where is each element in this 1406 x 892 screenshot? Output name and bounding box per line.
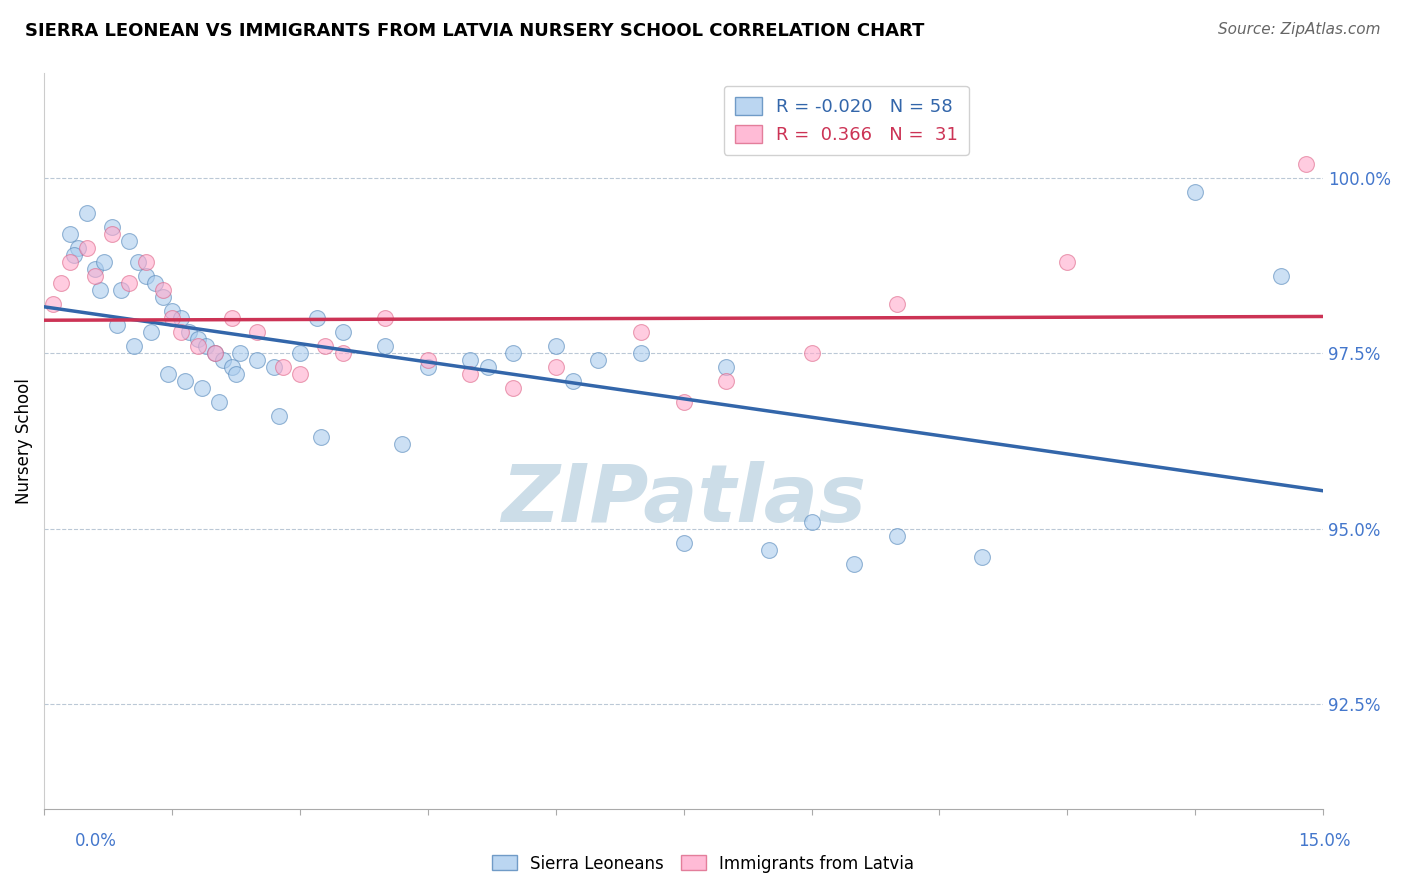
Point [1056, 255, 1078, 269]
Point [844, 557, 866, 571]
Point [460, 368, 482, 382]
Point [374, 339, 396, 353]
Legend: Sierra Leoneans, Immigrants from Latvia: Sierra Leoneans, Immigrants from Latvia [485, 848, 921, 880]
Point [672, 535, 695, 549]
Point [160, 311, 183, 326]
Point [135, 269, 157, 284]
Point [288, 346, 311, 360]
Point [177, 326, 200, 340]
Point [630, 326, 652, 340]
Point [267, 409, 290, 424]
Legend: R = -0.020   N = 58, R =  0.366   N =  31: R = -0.020 N = 58, R = 0.366 N = 31 [724, 86, 969, 155]
Point [1184, 185, 1206, 199]
Point [76, 241, 98, 255]
Text: 15.0%: 15.0% [1298, 832, 1351, 850]
Point [477, 360, 499, 375]
Point [156, 368, 179, 382]
Point [195, 339, 218, 353]
Point [204, 346, 226, 360]
Point [886, 297, 908, 311]
Point [374, 311, 396, 326]
Point [309, 430, 332, 444]
Point [544, 339, 567, 353]
Point [169, 326, 191, 340]
Point [315, 339, 337, 353]
Point [460, 353, 482, 368]
Point [716, 360, 738, 375]
Point [271, 360, 294, 375]
Point [51, 277, 73, 291]
Point [288, 368, 311, 382]
Point [101, 220, 124, 235]
Point [105, 318, 128, 333]
Point [187, 339, 209, 353]
Point [246, 326, 269, 340]
Point [63, 248, 86, 262]
Text: ZIPatlas: ZIPatlas [501, 461, 866, 539]
Point [204, 346, 226, 360]
Point [225, 368, 247, 382]
Point [561, 375, 583, 389]
Point [416, 360, 439, 375]
Point [67, 241, 90, 255]
Point [588, 353, 610, 368]
Point [152, 290, 174, 304]
Point [229, 346, 252, 360]
Point [630, 346, 652, 360]
Point [173, 375, 195, 389]
Text: 0.0%: 0.0% [75, 832, 117, 850]
Point [169, 311, 191, 326]
Point [84, 269, 107, 284]
Point [118, 277, 141, 291]
Point [221, 311, 243, 326]
Point [212, 353, 235, 368]
Point [41, 297, 63, 311]
Point [332, 346, 354, 360]
Point [101, 227, 124, 242]
Point [93, 255, 115, 269]
Point [758, 542, 780, 557]
Point [1295, 157, 1317, 171]
Point [59, 255, 82, 269]
Point [416, 353, 439, 368]
Point [187, 332, 209, 346]
Text: SIERRA LEONEAN VS IMMIGRANTS FROM LATVIA NURSERY SCHOOL CORRELATION CHART: SIERRA LEONEAN VS IMMIGRANTS FROM LATVIA… [25, 22, 925, 40]
Point [135, 255, 157, 269]
Point [221, 360, 243, 375]
Point [716, 375, 738, 389]
Point [305, 311, 328, 326]
Point [544, 360, 567, 375]
Point [152, 283, 174, 297]
Point [1270, 269, 1292, 284]
Point [122, 339, 145, 353]
Text: Source: ZipAtlas.com: Source: ZipAtlas.com [1218, 22, 1381, 37]
Y-axis label: Nursery School: Nursery School [15, 378, 32, 504]
Point [143, 277, 166, 291]
Point [118, 234, 141, 248]
Point [800, 346, 823, 360]
Point [208, 395, 231, 409]
Point [110, 283, 132, 297]
Point [391, 437, 413, 451]
Point [800, 515, 823, 529]
Point [84, 262, 107, 277]
Point [502, 346, 524, 360]
Point [246, 353, 269, 368]
Point [502, 381, 524, 395]
Point [332, 326, 354, 340]
Point [59, 227, 82, 242]
Point [139, 326, 162, 340]
Point [970, 549, 993, 564]
Point [191, 381, 214, 395]
Point [263, 360, 285, 375]
Point [89, 283, 111, 297]
Point [127, 255, 149, 269]
Point [886, 528, 908, 542]
Point [160, 304, 183, 318]
Point [672, 395, 695, 409]
Point [76, 206, 98, 220]
